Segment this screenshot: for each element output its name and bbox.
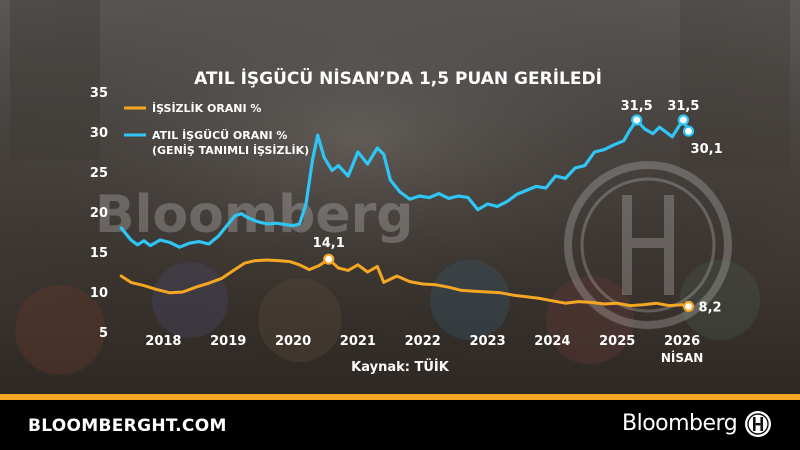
annotation-label: 30,1 [691, 142, 723, 157]
y-tick-label: 25 [90, 166, 108, 181]
y-axis: 5 10 15 20 25 30 35 [90, 86, 108, 341]
series-line-labor-slack [119, 118, 691, 249]
y-tick-label: 30 [90, 126, 108, 141]
annotations: 14,1 8,2 31,5 31,5 30,1 [313, 99, 723, 315]
annotation-point [682, 125, 695, 137]
x-tick-label: 2026 [664, 334, 700, 349]
x-tick-label: 2023 [469, 334, 505, 349]
x-tick-label: 2024 [534, 334, 570, 349]
series-line-unemployment [119, 257, 690, 308]
x-tick-sublabel: NİSAN [661, 350, 703, 365]
chart-title: ATIL İŞGÜCÜ NİSAN’DA 1,5 PUAN GERİLEDİ [194, 67, 602, 89]
annotation-label: 31,5 [667, 99, 699, 114]
x-tick-label: 2018 [145, 334, 181, 349]
annotation-point [677, 114, 689, 126]
legend-label-slack-line1: ATIL İŞGÜCÜ ORANI % [152, 128, 287, 142]
x-axis: 2018 2019 2020 2021 2022 2023 2024 2025 2026NİSA… [145, 334, 703, 365]
annotation-label: 14,1 [313, 236, 345, 251]
ht-logo-icon [745, 411, 771, 437]
annotation-point [631, 114, 643, 126]
y-tick-label: 10 [90, 286, 108, 301]
site-url[interactable]: BLOOMBERGHT.COM [28, 416, 227, 436]
x-tick-label: 2019 [210, 334, 246, 349]
footer-bar: BLOOMBERGHT.COM Bloomberg [0, 400, 800, 450]
legend-label-unemployment: İŞSİZLİK ORANI % [152, 101, 261, 115]
annotation-point [323, 253, 335, 265]
x-tick-label: 2022 [405, 334, 441, 349]
ht-watermark-logo [564, 161, 732, 329]
watermark-text: Bloomberg [95, 185, 413, 245]
footer-accent-rule [0, 394, 800, 400]
brand-name: Bloomberg [622, 411, 738, 436]
y-tick-label: 35 [90, 86, 108, 101]
chart: Bloomberg ATIL İŞGÜCÜ NİSAN’DA 1,5 PUAN … [90, 67, 723, 375]
y-tick-label: 5 [99, 326, 108, 341]
annotation-label: 31,5 [621, 99, 653, 114]
x-tick-label: 2021 [340, 334, 376, 349]
source-note: Kaynak: TÜİK [351, 359, 450, 375]
series-layer [119, 118, 691, 308]
crowd-background [0, 0, 800, 395]
legend: İŞSİZLİK ORANI % ATIL İŞGÜCÜ ORANI % (GE… [124, 101, 309, 157]
y-tick-label: 20 [90, 206, 108, 221]
annotation-label: 8,2 [699, 300, 722, 315]
y-tick-label: 15 [90, 246, 108, 261]
legend-label-slack-line2: (GENİŞ TANIMLI İŞSİZLİK) [152, 143, 309, 157]
x-tick-label: 2020 [275, 334, 311, 349]
x-tick-label: 2025 [599, 334, 635, 349]
annotation-point [682, 300, 695, 312]
